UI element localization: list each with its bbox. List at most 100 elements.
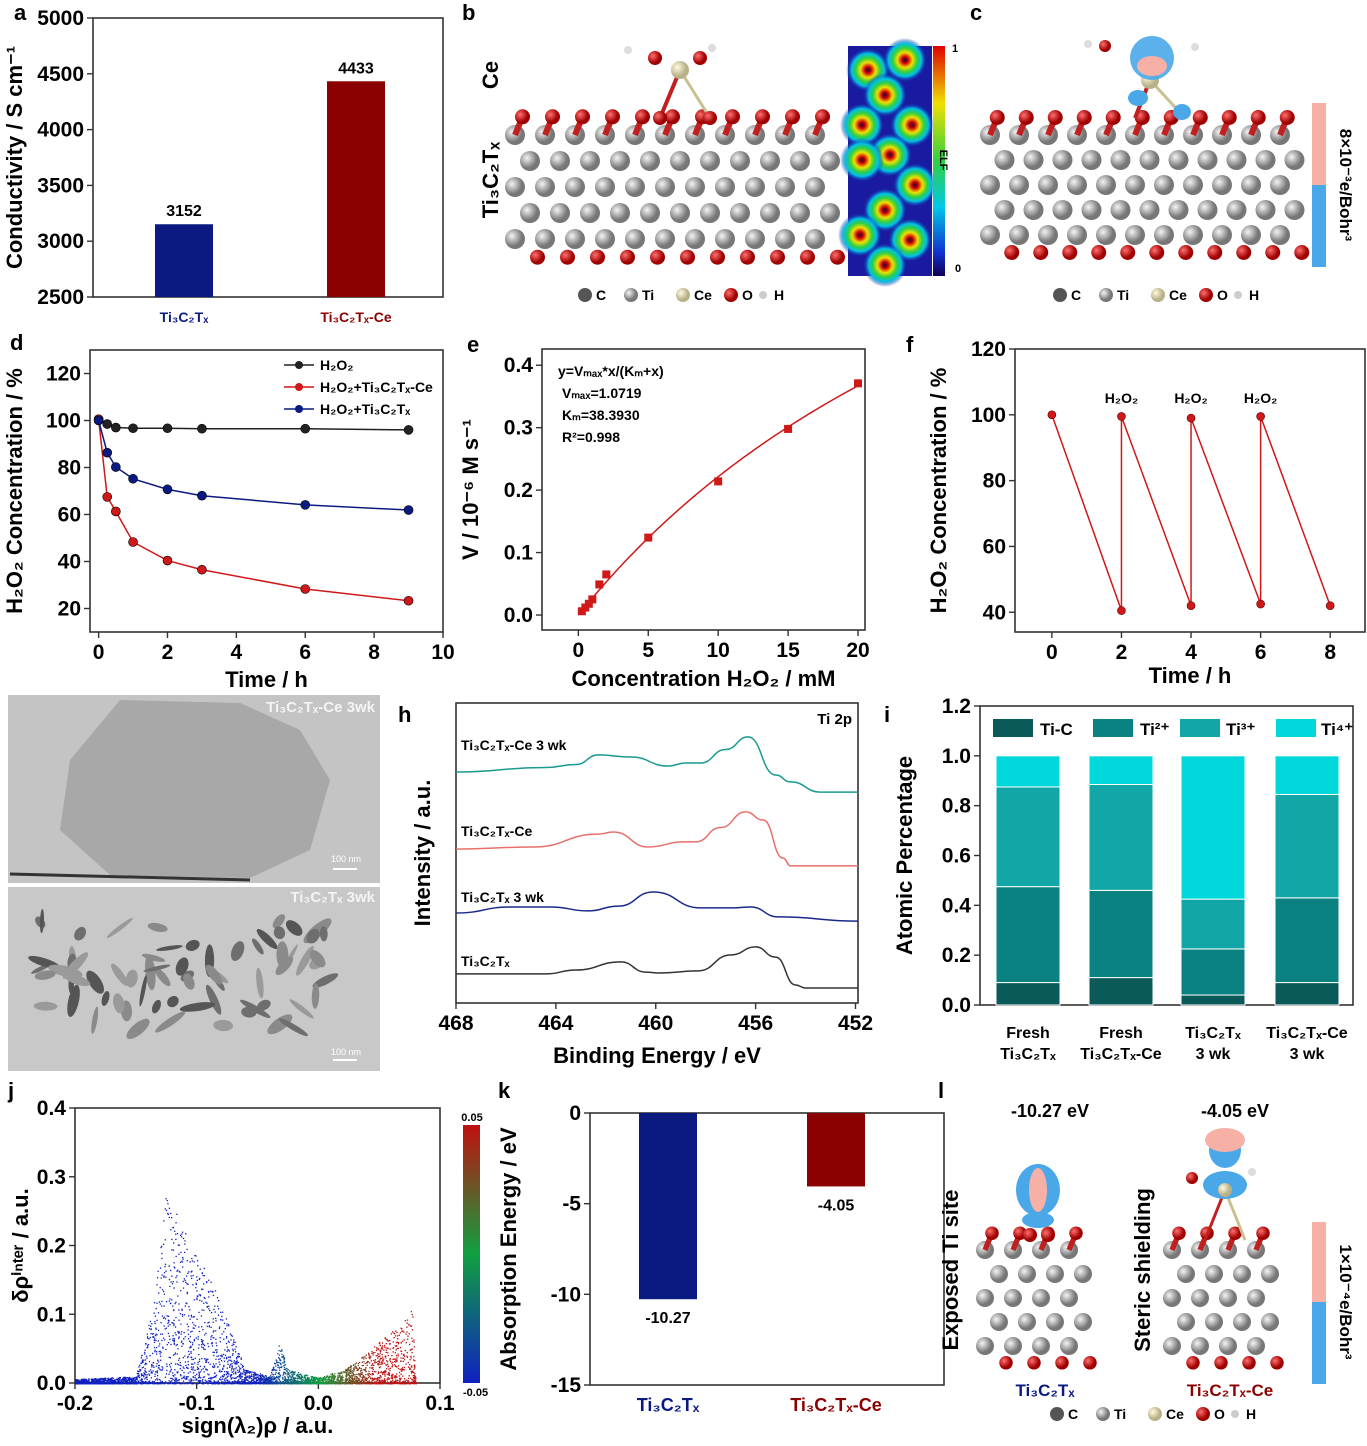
scatter-point (410, 1381, 412, 1383)
scatter-point (383, 1372, 385, 1374)
scatter-point (361, 1369, 363, 1371)
scatter-point (139, 1379, 141, 1381)
scatter-point (283, 1358, 285, 1360)
atom (605, 109, 620, 125)
scatter-point (345, 1372, 347, 1374)
atom (1120, 245, 1136, 260)
annotation-label: H₂O₂ (1174, 390, 1207, 406)
scatter-point (236, 1382, 239, 1385)
scatter-point (238, 1369, 241, 1371)
scatter-point (221, 1333, 223, 1335)
scatter-point (217, 1366, 219, 1368)
atom (1052, 200, 1073, 220)
scatter-point (335, 1381, 337, 1383)
scatter-point (184, 1355, 186, 1357)
scatter-point (176, 1363, 179, 1365)
scatter-point (154, 1338, 156, 1340)
scatter-point (401, 1340, 404, 1342)
scatter-point (142, 1380, 144, 1383)
scatter-point (216, 1345, 218, 1347)
fit-annotation: Vₘₐₓ=1.0719 (562, 385, 642, 401)
scatter-point (322, 1377, 325, 1379)
scatter-point (217, 1305, 219, 1307)
atom (1214, 1356, 1228, 1370)
scatter-point (402, 1368, 405, 1371)
scatter-point (392, 1379, 394, 1382)
scatter-point (160, 1246, 162, 1249)
scatter-point (190, 1379, 192, 1381)
scatter-point (168, 1373, 170, 1375)
scatter-point (332, 1377, 334, 1379)
scatter-point (228, 1382, 230, 1385)
scatter-point (111, 1377, 113, 1379)
atom (1052, 150, 1073, 170)
scatter-point (130, 1381, 133, 1383)
scatter-point (383, 1362, 385, 1364)
data-point (300, 500, 311, 510)
scatter-point (371, 1352, 373, 1355)
scatter-point (188, 1271, 190, 1273)
scatter-point (172, 1354, 175, 1356)
spectrum-line (456, 946, 858, 989)
scatter-point (281, 1353, 283, 1356)
atom (805, 177, 825, 197)
legend-swatch (1180, 719, 1220, 737)
scatter-point (300, 1375, 302, 1377)
scatter-point (96, 1378, 99, 1380)
scatter-point (106, 1380, 108, 1382)
scatter-point (186, 1291, 188, 1294)
scatter-point (165, 1198, 167, 1200)
scatter-point (314, 1379, 316, 1382)
scatter-point (175, 1377, 178, 1380)
scatter-point (167, 1321, 170, 1323)
scatter-point (91, 1381, 93, 1383)
scatter-point (170, 1343, 172, 1346)
scatter-point (385, 1343, 388, 1345)
scatter-point (184, 1378, 187, 1380)
scatter-point (237, 1355, 239, 1357)
scatter-point (161, 1369, 164, 1371)
scatter-point (381, 1353, 383, 1356)
scatter-point (376, 1355, 378, 1357)
scatter-point (392, 1376, 394, 1378)
scatter-point (376, 1378, 378, 1380)
aggregated-nanosheet (101, 991, 110, 1006)
scatter-point (361, 1379, 363, 1382)
scatter-point (241, 1364, 244, 1367)
scatter-point (207, 1373, 209, 1375)
scatter-point (192, 1382, 194, 1384)
scatter-point (178, 1332, 180, 1335)
atom (1081, 200, 1102, 220)
scatter-point (112, 1377, 114, 1379)
scatter-point (82, 1381, 84, 1383)
scatter-point (256, 1382, 258, 1384)
scatter-point (389, 1358, 391, 1360)
scatter-point (277, 1375, 280, 1378)
scatter-point (125, 1382, 128, 1385)
scatter-point (248, 1382, 250, 1385)
scatter-point (203, 1376, 206, 1378)
scatter-point (98, 1378, 101, 1380)
scatter-point (115, 1378, 118, 1380)
scatter-point (290, 1379, 293, 1381)
scatter-point (143, 1359, 145, 1361)
scatter-point (333, 1376, 336, 1378)
scatter-point (146, 1357, 148, 1359)
scatter-point (131, 1382, 134, 1385)
scatter-point (194, 1369, 196, 1371)
scatter-point (120, 1381, 122, 1383)
scatter-point (223, 1331, 225, 1333)
atom (1233, 1313, 1251, 1331)
scatter-point (266, 1381, 268, 1384)
scatter-point (271, 1381, 273, 1383)
scatter-point (358, 1373, 360, 1375)
data-point (162, 484, 173, 495)
scatter-point (180, 1323, 182, 1325)
scatter-point (282, 1373, 285, 1375)
scatter-point (203, 1366, 206, 1368)
scatter-point (192, 1367, 194, 1369)
scatter-point (209, 1377, 211, 1379)
scatter-point (158, 1301, 161, 1303)
scatter-point (209, 1382, 212, 1384)
scatter-point (208, 1377, 210, 1380)
